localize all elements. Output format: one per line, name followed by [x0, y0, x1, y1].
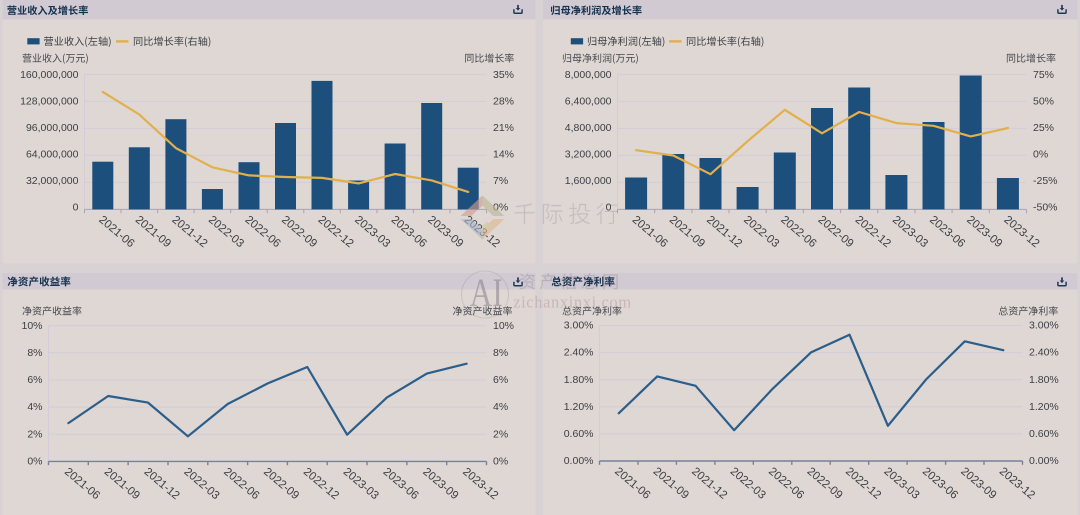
svg-text:4%: 4%	[493, 401, 508, 413]
svg-text:0%: 0%	[27, 456, 42, 468]
svg-text:14%: 14%	[493, 149, 514, 161]
svg-text:AI: AI	[470, 270, 503, 315]
svg-text:10%: 10%	[493, 320, 514, 332]
svg-text:2%: 2%	[27, 428, 42, 440]
svg-text:1.20%: 1.20%	[564, 401, 594, 413]
svg-text:4,800,000: 4,800,000	[565, 122, 612, 134]
svg-text:2.40%: 2.40%	[1029, 347, 1059, 359]
svg-text:2%: 2%	[493, 428, 508, 440]
svg-text:0: 0	[73, 202, 79, 214]
svg-text:160,000,000: 160,000,000	[20, 69, 79, 81]
svg-text:3.00%: 3.00%	[564, 320, 594, 332]
svg-text:25%: 25%	[1033, 122, 1054, 134]
svg-text:28%: 28%	[493, 96, 514, 108]
svg-text:8%: 8%	[493, 347, 508, 359]
svg-text:96,000,000: 96,000,000	[26, 122, 79, 134]
svg-text:0.60%: 0.60%	[564, 428, 594, 440]
svg-text:75%: 75%	[1033, 69, 1054, 81]
svg-text:8%: 8%	[27, 347, 42, 359]
svg-text:128,000,000: 128,000,000	[20, 96, 79, 108]
svg-text:35%: 35%	[493, 69, 514, 81]
svg-text:zichanxinxi.com: zichanxinxi.com	[513, 292, 632, 311]
svg-text:1,600,000: 1,600,000	[565, 175, 612, 187]
svg-text:1.80%: 1.80%	[1029, 374, 1059, 386]
svg-text:32,000,000: 32,000,000	[26, 175, 79, 187]
svg-text:-50%: -50%	[1033, 202, 1058, 214]
svg-text:0%: 0%	[1033, 149, 1048, 161]
svg-text:7%: 7%	[493, 175, 508, 187]
svg-text:3,200,000: 3,200,000	[565, 149, 612, 161]
svg-text:1.80%: 1.80%	[564, 374, 594, 386]
svg-text:0.60%: 0.60%	[1029, 428, 1059, 440]
svg-text:6%: 6%	[27, 374, 42, 386]
svg-text:0: 0	[606, 202, 612, 214]
svg-text:4%: 4%	[27, 401, 42, 413]
svg-text:3.00%: 3.00%	[1029, 320, 1059, 332]
svg-text:-25%: -25%	[1033, 175, 1058, 187]
svg-text:0%: 0%	[493, 456, 508, 468]
svg-text:10%: 10%	[21, 320, 42, 332]
svg-text:0.00%: 0.00%	[1029, 455, 1059, 467]
svg-text:6%: 6%	[493, 374, 508, 386]
svg-text:21%: 21%	[493, 122, 514, 134]
svg-text:50%: 50%	[1033, 96, 1054, 108]
svg-text:2.40%: 2.40%	[564, 347, 594, 359]
svg-text:1.20%: 1.20%	[1029, 401, 1059, 413]
svg-text:0.00%: 0.00%	[564, 455, 594, 467]
svg-text:6,400,000: 6,400,000	[565, 96, 612, 108]
svg-text:8,000,000: 8,000,000	[565, 69, 612, 81]
svg-text:64,000,000: 64,000,000	[26, 149, 79, 161]
